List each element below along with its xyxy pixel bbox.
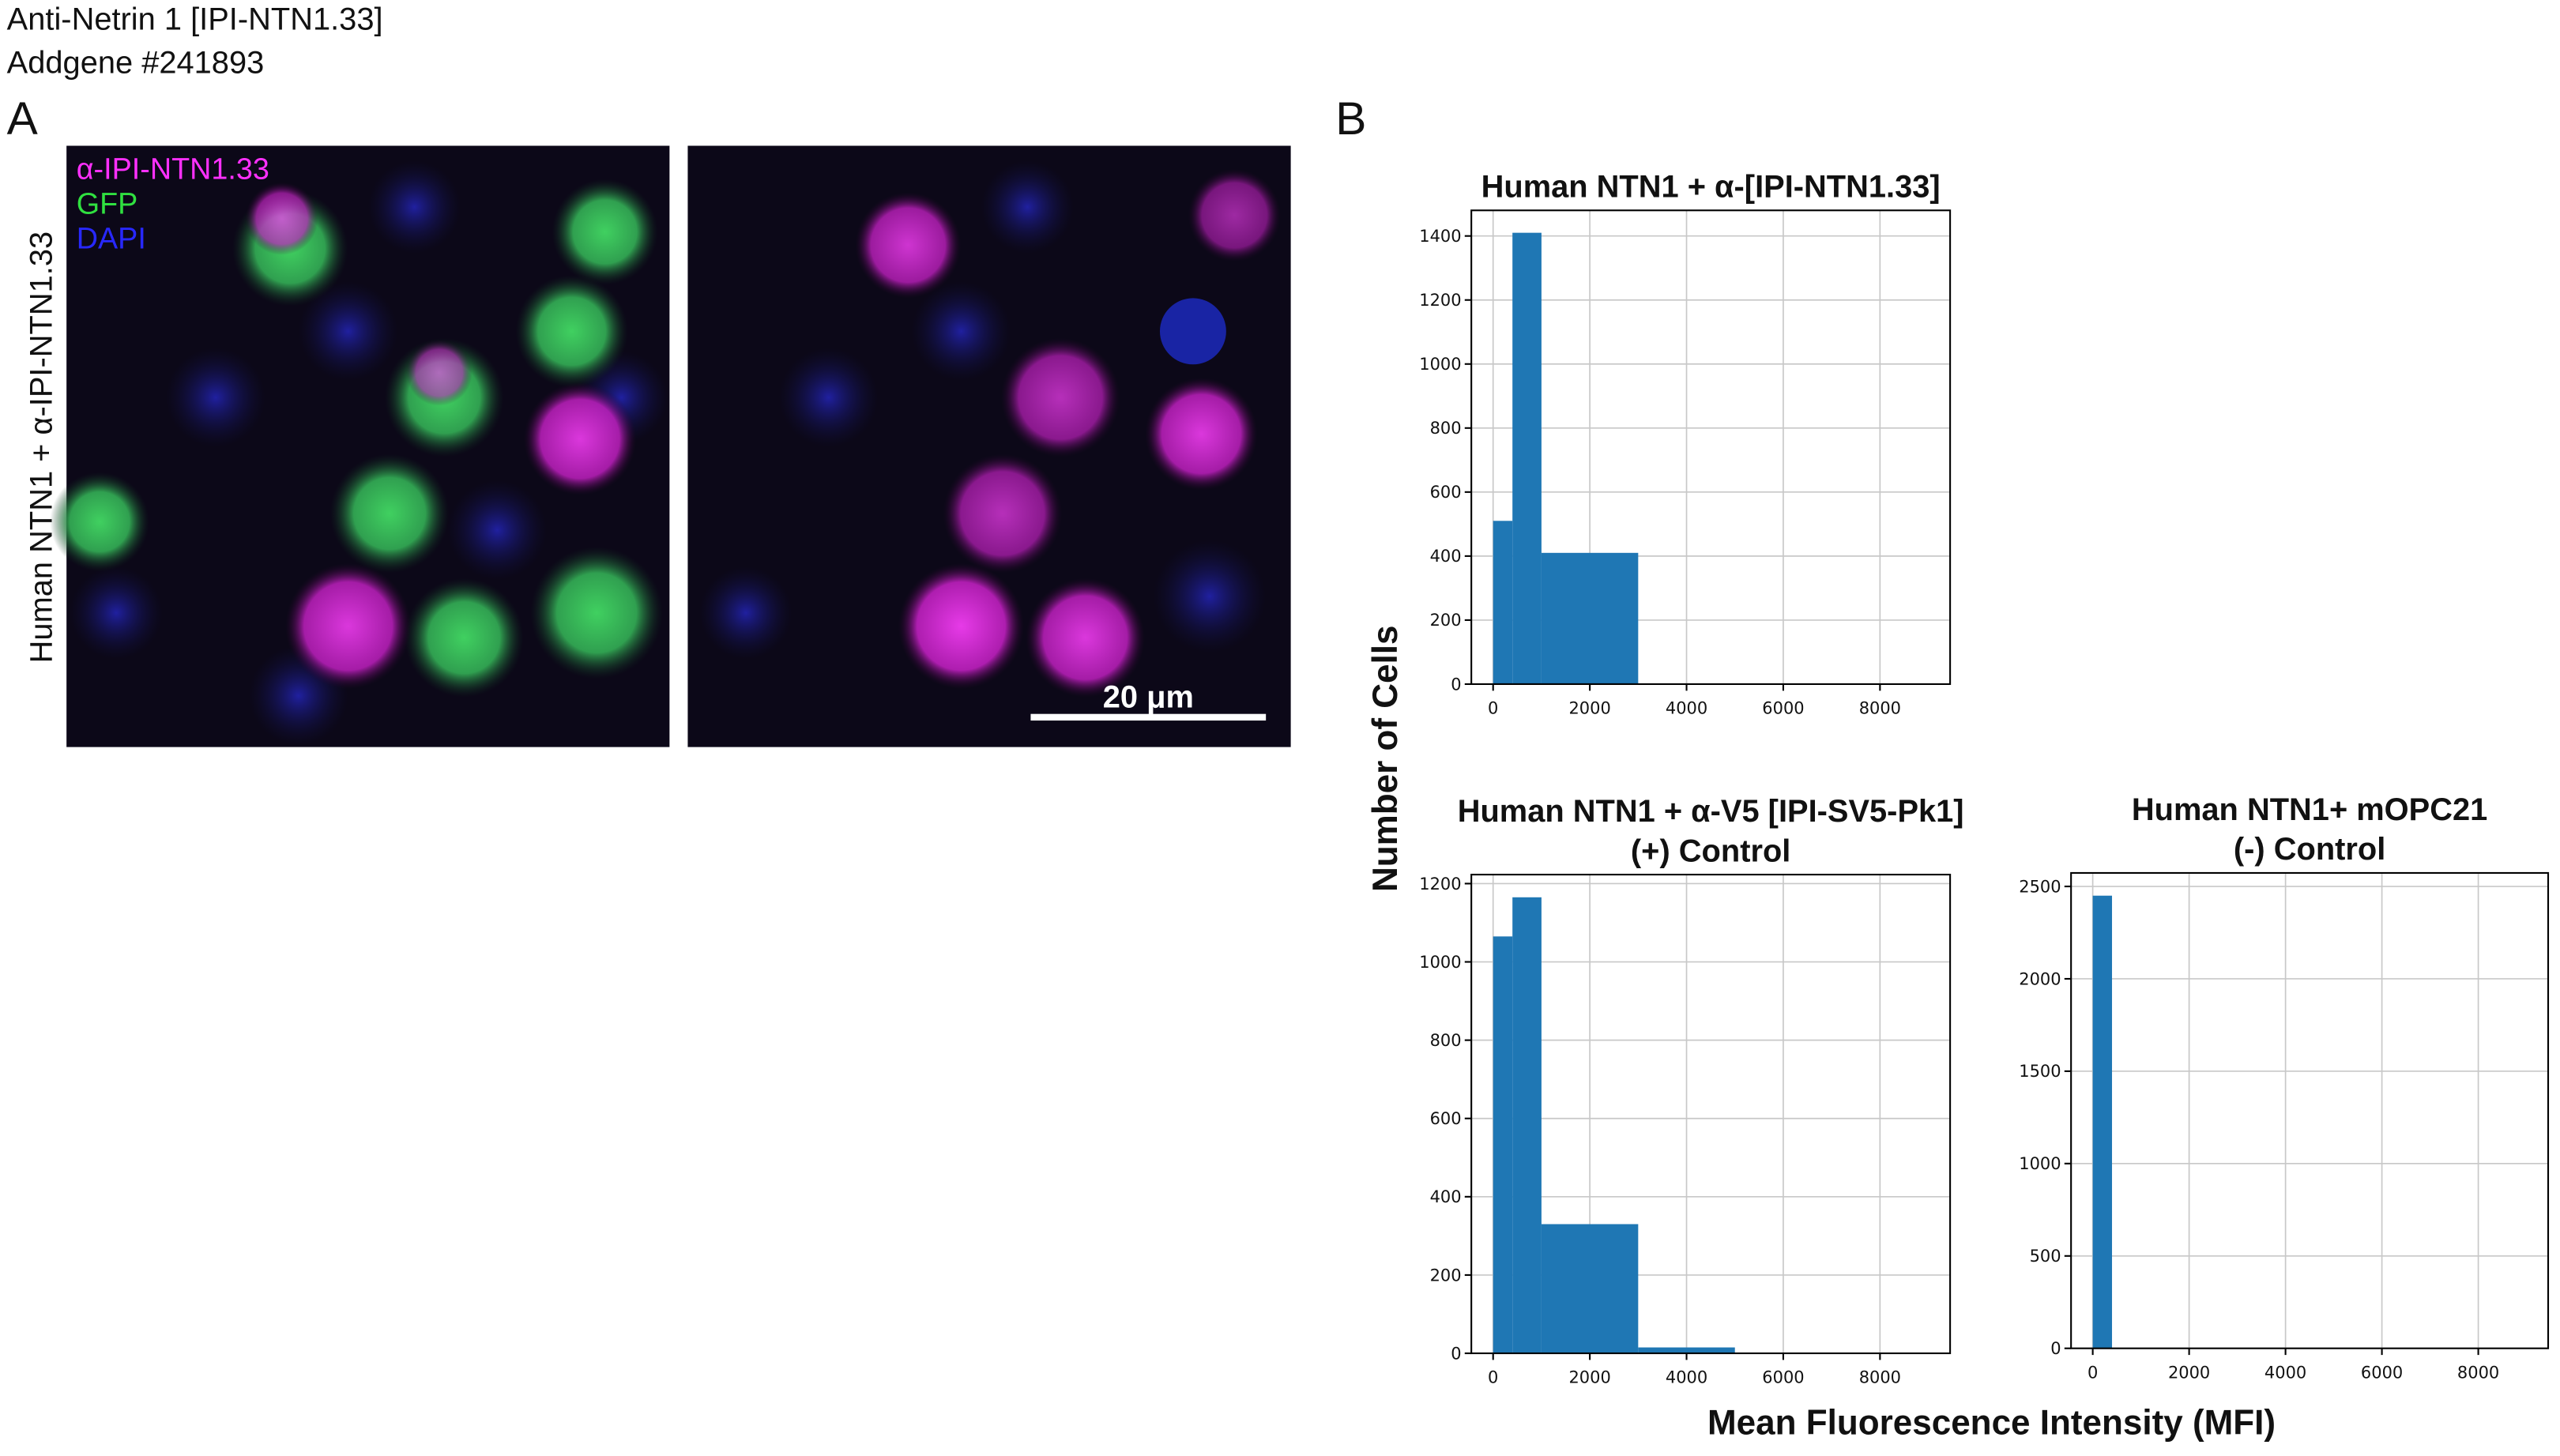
y-tick-label: 600 bbox=[1430, 483, 1462, 502]
axes-frame bbox=[1470, 874, 1952, 1355]
x-tick-label: 6000 bbox=[2361, 1363, 2403, 1382]
y-tick-label: 0 bbox=[2050, 1339, 2061, 1358]
bar bbox=[1638, 1347, 1735, 1354]
axes-frame bbox=[2070, 871, 2550, 1349]
chart-title: Human NTN1+ mOPC21 bbox=[2132, 792, 2487, 827]
bar bbox=[1493, 521, 1513, 684]
y-tick-label: 1200 bbox=[1419, 291, 1461, 310]
x-tick-label: 0 bbox=[1488, 699, 1498, 718]
y-tick-label: 1200 bbox=[1419, 875, 1461, 894]
y-axis-label: Number of Cells bbox=[1366, 626, 1405, 893]
bar bbox=[1541, 552, 1639, 684]
micrograph bbox=[50, 145, 1291, 747]
row-label: Human NTN1 + α-IPI-NTN1.33 bbox=[24, 231, 58, 663]
y-tick-label: 200 bbox=[1430, 1266, 1462, 1285]
x-tick-label: 4000 bbox=[1666, 1368, 1707, 1387]
x-axis-label: Mean Fluorescence Intensity (MFI) bbox=[1707, 1404, 2276, 1443]
bar bbox=[1512, 897, 1542, 1354]
x-tick-label: 2000 bbox=[1568, 699, 1610, 718]
legend-entry: α-IPI-NTN1.33 bbox=[77, 152, 269, 185]
chart-subtitle: (+) Control bbox=[1631, 833, 1790, 868]
y-tick-label: 200 bbox=[1430, 611, 1462, 630]
x-tick-label: 0 bbox=[1488, 1368, 1498, 1387]
chart-title: Human NTN1 + α-V5 [IPI-SV5-Pk1] bbox=[1458, 794, 1964, 829]
x-tick-label: 4000 bbox=[1666, 699, 1707, 718]
header-subtitle: Addgene #241893 bbox=[7, 45, 265, 80]
y-tick-label: 0 bbox=[1451, 675, 1461, 694]
y-tick-label: 600 bbox=[1430, 1109, 1462, 1128]
y-tick-label: 1000 bbox=[1419, 953, 1461, 972]
bar bbox=[2092, 895, 2113, 1349]
y-tick-label: 800 bbox=[1430, 1031, 1462, 1050]
y-tick-label: 1500 bbox=[2019, 1062, 2061, 1081]
y-tick-label: 1000 bbox=[1419, 355, 1461, 374]
bar bbox=[1541, 1224, 1639, 1354]
x-tick-label: 8000 bbox=[1859, 699, 1901, 718]
y-tick-label: 2000 bbox=[2019, 969, 2061, 988]
y-tick-label: 800 bbox=[1430, 419, 1462, 438]
axes-frame bbox=[1470, 209, 1952, 685]
x-tick-label: 8000 bbox=[1859, 1368, 1901, 1387]
y-tick-label: 400 bbox=[1430, 547, 1462, 566]
panel-label: B bbox=[1335, 93, 1366, 145]
plot-area bbox=[2071, 872, 2549, 1349]
scale-bar-label: 20 μm bbox=[1103, 679, 1194, 714]
legend-entry: DAPI bbox=[77, 222, 146, 255]
y-tick-label: 500 bbox=[2030, 1247, 2061, 1266]
y-tick-label: 2500 bbox=[2019, 877, 2061, 896]
y-tick-label: 400 bbox=[1430, 1187, 1462, 1206]
bar bbox=[1512, 232, 1542, 684]
y-tick-label: 1400 bbox=[1419, 227, 1461, 246]
x-tick-label: 6000 bbox=[1762, 1368, 1804, 1387]
x-tick-label: 2000 bbox=[1568, 1368, 1610, 1387]
y-tick-label: 1000 bbox=[2019, 1154, 2061, 1173]
header-title: Anti-Netrin 1 [IPI-NTN1.33] bbox=[7, 2, 383, 37]
x-tick-label: 4000 bbox=[2264, 1363, 2306, 1382]
chart-title: Human NTN1 + α-[IPI-NTN1.33] bbox=[1481, 170, 1941, 205]
chart-subtitle: (-) Control bbox=[2234, 832, 2385, 867]
x-tick-label: 6000 bbox=[1762, 699, 1804, 718]
bar bbox=[1493, 936, 1513, 1354]
x-tick-label: 2000 bbox=[2168, 1363, 2210, 1382]
legend-entry: GFP bbox=[77, 186, 138, 220]
x-tick-label: 0 bbox=[2088, 1363, 2098, 1382]
x-tick-label: 8000 bbox=[2457, 1363, 2499, 1382]
y-tick-label: 0 bbox=[1451, 1344, 1461, 1363]
panel-label: A bbox=[7, 93, 39, 145]
